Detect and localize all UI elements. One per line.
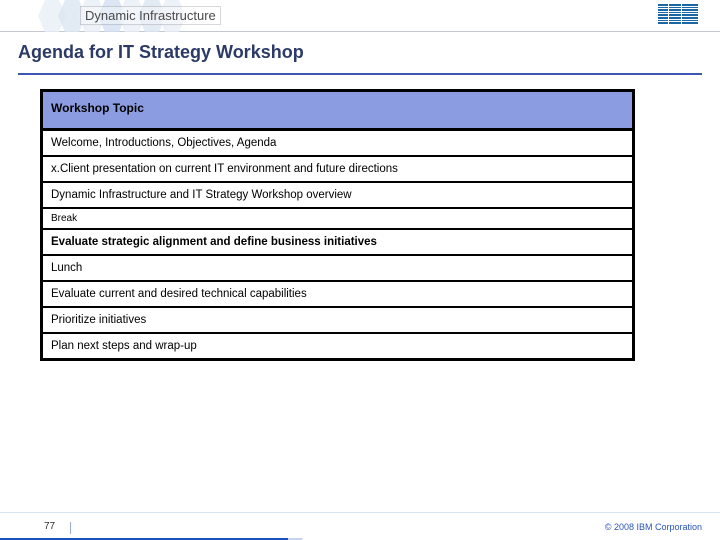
table-row: Break (42, 208, 633, 229)
table-header: Workshop Topic (42, 91, 633, 130)
table-row: Lunch (42, 255, 633, 281)
copyright: © 2008 IBM Corporation (605, 522, 702, 532)
agenda-table: Workshop Topic Welcome, Introductions, O… (40, 89, 635, 361)
slide: Dynamic Infrastructure Agenda for IT Str… (0, 0, 720, 540)
page-number: 77 (44, 521, 55, 532)
title-area: Agenda for IT Strategy Workshop (0, 32, 720, 67)
table-row: Dynamic Infrastructure and IT Strategy W… (42, 182, 633, 208)
footer: 77 © 2008 IBM Corporation (0, 512, 720, 540)
table-row: Plan next steps and wrap-up (42, 333, 633, 359)
title-underline (18, 73, 702, 75)
slide-title: Agenda for IT Strategy Workshop (18, 42, 702, 63)
page-number-divider (70, 522, 71, 534)
ibm-logo (658, 4, 698, 24)
banner: Dynamic Infrastructure (0, 0, 720, 32)
table-row: Evaluate current and desired technical c… (42, 281, 633, 307)
table-row: x.Client presentation on current IT envi… (42, 156, 633, 182)
table-row: Welcome, Introductions, Objectives, Agen… (42, 130, 633, 156)
banner-title: Dynamic Infrastructure (80, 6, 221, 25)
table-row: Evaluate strategic alignment and define … (42, 229, 633, 255)
table-row: Prioritize initiatives (42, 307, 633, 333)
